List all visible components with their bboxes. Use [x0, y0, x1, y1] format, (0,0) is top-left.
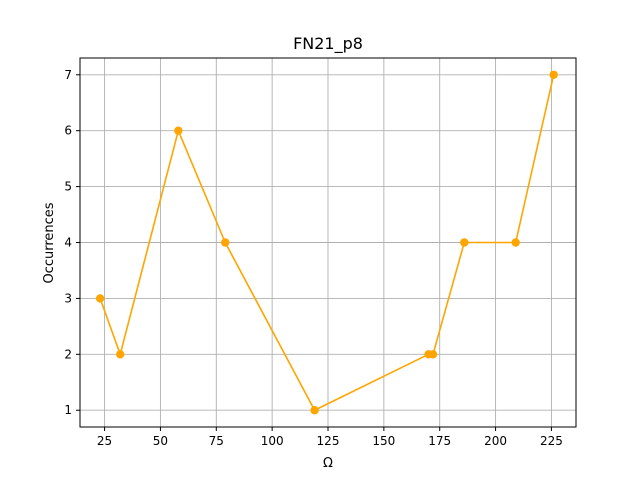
y-tick-label: 5: [64, 180, 72, 194]
axes: 25 50 75 100 125 150 175 200 225 1 2 3 4 5 6 7: [64, 57, 577, 448]
y-tick-label: 3: [64, 291, 72, 305]
data-point: [549, 70, 558, 79]
data-point: [95, 294, 105, 303]
x-tick-label: 25: [97, 434, 112, 448]
data-point: [428, 350, 438, 359]
x-tick-label: 75: [209, 434, 224, 448]
data-point: [511, 238, 520, 247]
x-tick-label: 225: [540, 434, 563, 448]
x-tick-label: 50: [153, 434, 168, 448]
x-tick-label: 175: [428, 434, 451, 448]
y-axis-label: Occurrences: [42, 202, 57, 283]
data-point: [174, 126, 183, 135]
x-axis-label: Ω: [323, 456, 333, 471]
plot-area: [95, 70, 558, 415]
data-point: [460, 238, 469, 247]
y-tick-label: 7: [64, 68, 72, 82]
x-tick-label: 100: [261, 434, 284, 448]
series-line: [99, 74, 555, 412]
y-tick-label: 6: [64, 124, 72, 138]
x-tick-label: 125: [317, 434, 340, 448]
x-tick-label: 150: [372, 434, 395, 448]
data-point: [116, 350, 125, 359]
x-tick-label: 200: [484, 434, 507, 448]
data-point: [221, 238, 230, 247]
grid: [80, 58, 576, 427]
chart-title: FN21_p8: [293, 34, 363, 54]
y-tick-label: 4: [64, 236, 72, 250]
y-tick-label: 2: [64, 347, 72, 361]
data-point: [310, 406, 319, 415]
y-tick-label: 1: [64, 403, 72, 417]
